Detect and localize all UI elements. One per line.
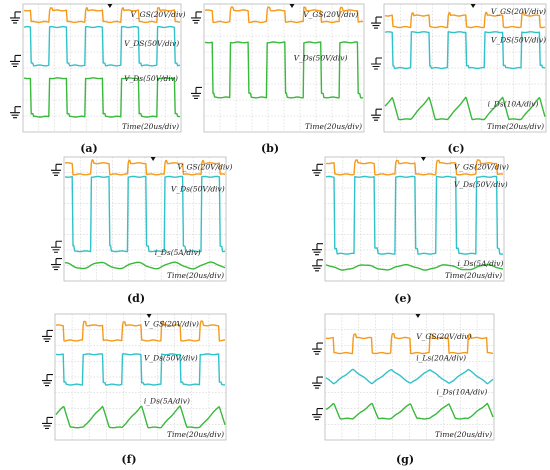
trigger-marker-icon xyxy=(289,4,295,8)
series-trace xyxy=(384,31,546,70)
series-label: V_GS(20V/div) xyxy=(416,332,471,341)
ground-reference-icon xyxy=(312,259,323,272)
series-label: V_GS(20V/div) xyxy=(303,10,358,19)
chart-panel-3: V_GS(20V/div) V_DS(50V/div) i_Ds(10A/div) T… xyxy=(371,3,547,155)
series-trace xyxy=(23,25,181,67)
chart-panel-2: V_GS(20V/div) V_Ds(50V/div) Time(20us/div)… xyxy=(191,3,365,155)
series-trace xyxy=(55,353,226,386)
chart-panel-5: V_GS(20V/div) V_Ds(50V/div) i_Ds(5A/div) Ti… xyxy=(312,156,509,305)
x-axis-label: Time(20us/div) xyxy=(167,430,224,439)
trigger-marker-icon xyxy=(415,314,421,318)
ground-reference-icon xyxy=(312,376,323,389)
ground-reference-icon xyxy=(371,57,382,70)
series-label: i_Ds(10A/div) xyxy=(488,99,539,108)
series-label: i_Ds(5A/div) xyxy=(155,248,201,257)
panel-caption: (b) xyxy=(261,142,279,155)
series-label: V_GS(20V/div) xyxy=(491,7,546,16)
chart-panel-4: V_GS(20V/div) V_Ds(50V/div) i_Ds(5A/div) Ti… xyxy=(51,156,233,305)
series-label: V_GS(20V/div) xyxy=(454,162,509,171)
ground-reference-icon xyxy=(191,11,202,24)
ground-reference-icon xyxy=(191,86,202,99)
series-label: V_Ds(50V/div) xyxy=(171,185,225,194)
series-trace xyxy=(23,7,181,24)
plot-area xyxy=(54,313,227,441)
ground-reference-icon xyxy=(42,329,53,343)
series-trace xyxy=(55,405,226,429)
panel-caption: (c) xyxy=(447,142,464,155)
series-label: i_Ds(5A/div) xyxy=(144,396,190,405)
series-label: V_GS(20V/div) xyxy=(130,10,185,19)
chart-panel-6: V_GS(20V/div) V_Ds(50V/div) i_Ds(5A/div) Ti… xyxy=(42,313,227,466)
series-trace xyxy=(325,175,504,255)
series-label: V_GS(20V/div) xyxy=(177,162,232,171)
ground-reference-icon xyxy=(371,16,382,29)
series-label: V_Ds(50V/div) xyxy=(124,74,178,83)
series-trace xyxy=(64,159,226,176)
x-axis-label: Time(20us/div) xyxy=(167,271,224,280)
series-label: V_Ds(50V/div) xyxy=(454,180,508,189)
ground-reference-icon xyxy=(312,243,323,256)
series-label: i_Ds(5A/div) xyxy=(457,259,503,268)
series-label: V_GS(20V/div) xyxy=(144,320,199,329)
series-label: V_Ds(50V/div) xyxy=(144,354,198,363)
ground-reference-icon xyxy=(312,342,323,355)
series-trace xyxy=(55,320,225,342)
series-trace xyxy=(325,263,504,271)
chart-panel-1: V_GS(20V/div) V_DS(50V/div) V_Ds(50V/div) T… xyxy=(10,3,186,155)
x-axis-label: Time(20us/div) xyxy=(122,122,179,131)
x-axis-label: Time(20us/div) xyxy=(487,122,544,131)
ground-reference-icon xyxy=(10,54,21,67)
trigger-marker-icon xyxy=(150,157,156,161)
series-trace xyxy=(204,6,364,24)
ground-reference-icon xyxy=(51,163,62,176)
series-trace xyxy=(384,96,546,121)
series-label: i_Ds(10A/div) xyxy=(437,388,488,397)
trigger-marker-icon xyxy=(420,157,426,161)
panel-caption: (d) xyxy=(127,292,145,305)
series-trace xyxy=(23,77,181,118)
panel-caption: (g) xyxy=(396,453,414,466)
series-label: V_DS(50V/div) xyxy=(124,39,179,48)
series-trace xyxy=(325,159,504,176)
ground-reference-icon xyxy=(51,240,62,253)
chart-panel-7: V_GS(20V/div) i_Ls(20A/div) i_Ds(10A/div) T… xyxy=(312,313,495,466)
x-axis-label: Time(20us/div) xyxy=(445,271,502,280)
series-trace xyxy=(64,175,226,253)
ground-reference-icon xyxy=(10,11,21,24)
ground-reference-icon xyxy=(42,374,53,387)
series-label: V_DS(50V/div) xyxy=(491,35,546,44)
series-trace xyxy=(204,41,363,99)
trigger-marker-icon xyxy=(470,4,476,8)
ground-reference-icon xyxy=(51,258,62,271)
ground-reference-icon xyxy=(10,106,21,119)
x-axis-label: Time(20us/div) xyxy=(305,122,362,131)
series-label: V_Ds(50V/div) xyxy=(294,53,348,62)
series-trace xyxy=(65,261,226,270)
panel-caption: (f) xyxy=(121,453,136,466)
series-trace xyxy=(325,402,494,420)
series-label: i_Ls(20A/div) xyxy=(416,354,466,363)
ground-reference-icon xyxy=(312,408,323,421)
trigger-marker-icon xyxy=(146,314,152,318)
ground-reference-icon xyxy=(312,163,323,176)
series-trace xyxy=(325,368,494,385)
trigger-marker-icon xyxy=(107,4,113,8)
panel-caption: (e) xyxy=(394,292,411,305)
series-trace xyxy=(384,11,546,29)
ground-reference-icon xyxy=(371,108,382,121)
series-trace xyxy=(325,333,494,355)
ground-reference-icon xyxy=(42,416,53,429)
x-axis-label: Time(20us/div) xyxy=(435,430,492,439)
panel-caption: (a) xyxy=(80,142,98,155)
